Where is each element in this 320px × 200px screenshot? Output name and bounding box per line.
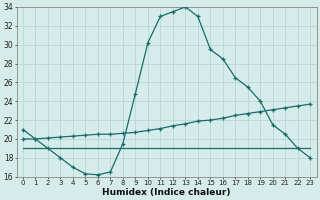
- X-axis label: Humidex (Indice chaleur): Humidex (Indice chaleur): [102, 188, 231, 197]
